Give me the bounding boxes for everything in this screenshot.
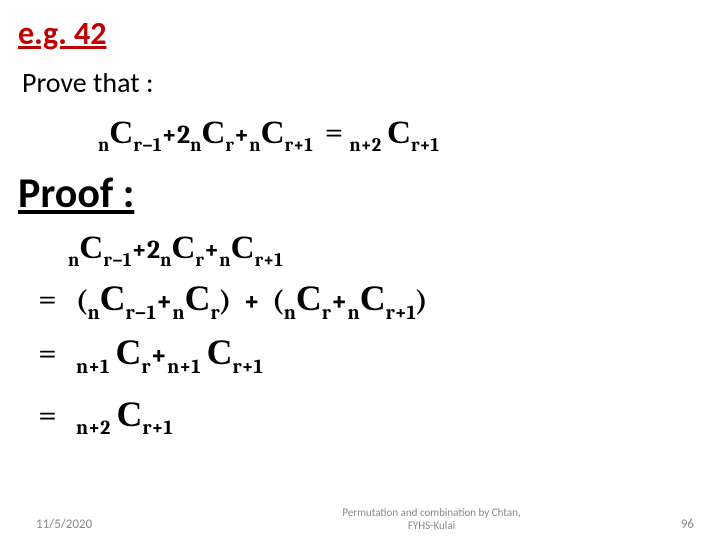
slide-container: e.g. 42 Prove that : nCr−1+2nCr+nCr+1 =n…	[0, 0, 720, 540]
example-title: e.g. 42	[18, 14, 702, 53]
equation-main: nCr−1+2nCr+nCr+1 =n+2 Cr+1	[98, 112, 702, 154]
proof-step-1: = (nCr−1+nCr) + (nCr+nCr+1)	[38, 277, 702, 323]
footer-page: 96	[681, 517, 694, 532]
proof-step-2: = n+1 Cr+n+1 Cr+1	[38, 331, 702, 377]
prove-label: Prove that :	[22, 65, 702, 100]
slide-footer: 11/5/2020 Permutation and combination by…	[0, 506, 720, 532]
footer-date: 11/5/2020	[36, 517, 92, 532]
proof-step-3: = n+2 Cr+1	[38, 393, 702, 439]
proof-heading: Proof :	[18, 168, 702, 219]
footer-source: Permutation and combination by Chtan, FY…	[182, 506, 681, 532]
proof-start: nCr−1+2nCr+nCr+1	[68, 229, 702, 269]
